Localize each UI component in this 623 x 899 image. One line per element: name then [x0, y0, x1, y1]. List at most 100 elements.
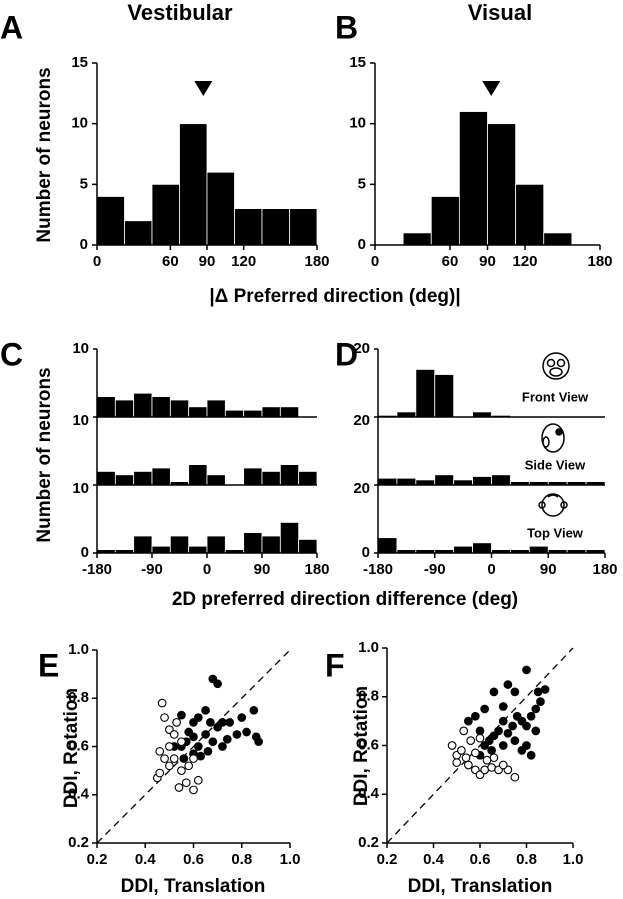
data-point	[237, 713, 247, 722]
y-tick-label: 0.2	[358, 834, 379, 851]
data-point	[254, 737, 263, 747]
data-point	[466, 736, 476, 745]
x-tick-label: 180	[587, 253, 612, 270]
bar	[434, 374, 455, 418]
data-point	[157, 698, 167, 708]
bar	[298, 539, 318, 554]
data-point	[510, 736, 520, 745]
x-tick-label: 180	[304, 253, 329, 270]
x-tick-label: 90	[540, 561, 557, 578]
panel-letter: D	[335, 336, 358, 372]
bar	[402, 232, 432, 246]
panel-title: Visual	[468, 0, 532, 25]
bar	[188, 464, 208, 486]
x-tick-label: 60	[162, 253, 179, 270]
bar	[396, 477, 417, 486]
x-tick-label: 60	[442, 253, 459, 270]
bar	[243, 532, 263, 554]
data-point	[531, 704, 541, 714]
bar	[298, 470, 318, 486]
bar	[133, 535, 153, 554]
x-tick-label: 180	[592, 561, 617, 578]
bar	[96, 470, 116, 486]
data-point	[213, 722, 222, 732]
side-view-icon	[541, 423, 565, 453]
bar	[133, 392, 153, 418]
view-label: Front View	[522, 389, 589, 404]
y-tick-label: 20	[353, 340, 370, 357]
y-tick-label: 10	[71, 115, 88, 132]
data-point	[196, 751, 206, 761]
data-point	[160, 754, 169, 763]
x-tick-label: -90	[424, 561, 446, 578]
bar	[472, 542, 492, 554]
x-tick-label: 1.0	[563, 851, 584, 868]
data-point	[475, 733, 485, 743]
bar	[515, 183, 545, 246]
data-point	[480, 704, 490, 714]
data-point	[482, 755, 492, 765]
bar	[96, 196, 125, 246]
x-axis-label: DDI, Translation	[408, 876, 553, 897]
data-point	[174, 783, 184, 792]
y-tick-label: 10	[72, 412, 89, 429]
bar	[151, 545, 171, 554]
bar	[261, 208, 290, 246]
data-point	[457, 746, 466, 755]
y-tick-label: 0	[80, 236, 88, 253]
data-point	[447, 741, 457, 750]
bar	[491, 474, 511, 486]
y-tick-label: 0.8	[358, 688, 379, 705]
bar	[234, 208, 263, 246]
bar	[415, 479, 436, 486]
data-point	[213, 679, 222, 689]
bar	[114, 399, 135, 418]
bar	[188, 406, 208, 418]
x-tick-label: 0.8	[231, 851, 252, 868]
x-tick-label: 0.2	[377, 851, 398, 868]
bar	[458, 111, 488, 246]
view-label: Top View	[527, 525, 584, 540]
data-point	[452, 758, 462, 767]
data-point	[184, 761, 194, 771]
y-tick-label: 0.8	[68, 689, 89, 706]
data-point	[193, 742, 203, 751]
data-point	[160, 713, 169, 722]
y-tick-label: 1.0	[68, 641, 89, 658]
data-point	[487, 746, 496, 755]
data-point	[179, 754, 189, 763]
y-tick-label: 10	[72, 480, 89, 497]
unity-line	[386, 647, 574, 844]
bar	[434, 474, 455, 486]
bar	[169, 399, 190, 418]
data-point	[225, 718, 235, 727]
data-point	[177, 710, 186, 720]
data-point	[242, 727, 251, 737]
bar	[179, 123, 208, 246]
y-tick-label: 5	[80, 175, 88, 192]
data-point	[503, 680, 513, 689]
bar	[96, 396, 116, 418]
y-tick-label: 15	[71, 54, 88, 71]
y-tick-label: 0.6	[68, 737, 89, 754]
bar	[261, 535, 281, 554]
bar	[243, 409, 263, 418]
x-tick-label: 0	[93, 253, 101, 270]
bar	[289, 208, 318, 246]
data-point	[498, 741, 508, 750]
data-point	[232, 730, 242, 739]
bar	[151, 183, 180, 246]
bar	[133, 470, 153, 486]
data-point	[498, 702, 508, 711]
data-point	[464, 716, 473, 726]
view-label: Side View	[525, 457, 586, 472]
y-tick-label: 0	[81, 544, 89, 561]
bar	[430, 196, 460, 246]
x-tick-label: 0.4	[135, 851, 157, 868]
unity-line	[96, 649, 291, 844]
y-tick-label: 10	[349, 115, 366, 132]
data-point	[498, 716, 508, 726]
x-tick-label: 0.6	[470, 851, 491, 868]
x-axis-label: 2D preferred direction difference (deg)	[172, 589, 518, 610]
